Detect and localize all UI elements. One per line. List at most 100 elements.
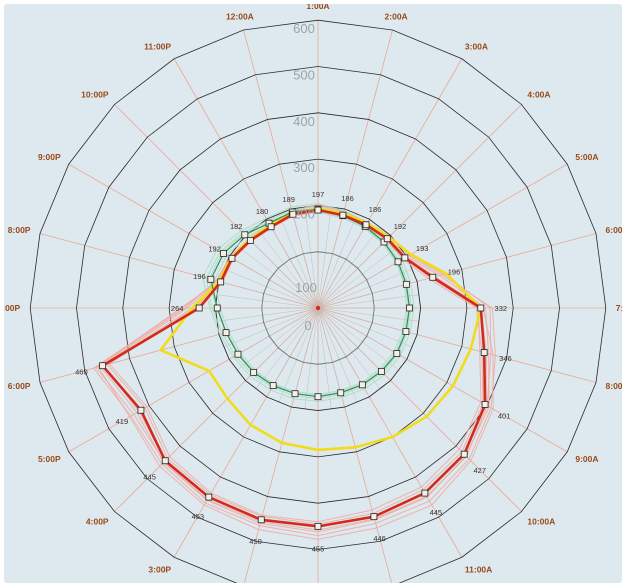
value-label-2: 186 <box>369 205 382 214</box>
center-dot <box>315 305 321 311</box>
inner-spoke-35 <box>216 307 319 322</box>
inner-spoke-13 <box>317 307 420 322</box>
value-label-14: 453 <box>192 512 205 521</box>
ring-label-0: 0 <box>304 318 311 333</box>
marker-green-4 <box>394 258 402 266</box>
inner-spoke-8 <box>317 256 407 309</box>
value-label-16: 419 <box>116 417 129 426</box>
marker-green-21 <box>241 231 249 239</box>
value-label-0: 197 <box>312 190 325 199</box>
inner-spoke-11 <box>317 294 420 309</box>
marker-green-19 <box>207 275 215 283</box>
inner-spoke-7 <box>317 245 400 309</box>
marker-red-19 <box>217 278 225 286</box>
inner-spoke-45 <box>278 213 319 309</box>
ring-label-300: 300 <box>293 160 315 175</box>
marker-green-5 <box>402 280 410 288</box>
inner-spoke-6 <box>317 235 391 309</box>
value-label-10: 445 <box>430 508 443 517</box>
value-label-18: 264 <box>171 304 184 313</box>
value-labels: 197 186 186 192 193 196 332 346 401 427 445 446 455 4… <box>75 190 512 553</box>
inner-spoke-29 <box>255 307 319 390</box>
marker-red-2 <box>362 221 370 229</box>
marker-green-9 <box>377 367 385 375</box>
other-series-line-11 <box>213 211 408 395</box>
hour-label-17: 6:00P <box>8 381 31 391</box>
hour-label-9: 10:00A <box>527 516 555 526</box>
marker-red-21 <box>246 236 254 244</box>
inner-spoke-41 <box>236 245 319 309</box>
marker-red-23 <box>289 210 297 218</box>
hour-label-22: 11:00P <box>144 42 171 52</box>
marker-green-16 <box>234 350 242 358</box>
inner-spoke-38 <box>218 281 319 309</box>
inner-spoke-33 <box>223 307 319 348</box>
inner-spoke-15 <box>317 307 413 348</box>
inner-spoke-40 <box>229 256 319 309</box>
hour-label-5: 6:00A <box>606 225 622 235</box>
hour-label-1: 2:00A <box>385 11 408 21</box>
hour-label-20: 9:00P <box>38 152 61 162</box>
hour-label-16: 5:00P <box>38 454 61 464</box>
marker-red-18 <box>195 304 203 312</box>
inner-spoke-28 <box>266 307 319 397</box>
value-label-21: 182 <box>230 222 243 231</box>
inner-spoke-27 <box>278 307 319 403</box>
value-label-6: 332 <box>495 304 508 313</box>
marker-red-13 <box>257 516 265 524</box>
inner-spoke-5 <box>317 226 381 309</box>
marker-red-14 <box>205 493 213 501</box>
hour-label-21: 10:00P <box>81 90 109 100</box>
marker-green-10 <box>358 381 366 389</box>
marker-red-22 <box>267 223 275 231</box>
marker-red-15 <box>161 457 169 465</box>
value-label-22: 180 <box>256 207 269 216</box>
value-label-5: 196 <box>448 268 461 277</box>
inner-spoke-47 <box>304 206 319 309</box>
value-label-17: 460 <box>75 367 88 376</box>
highlight-series <box>101 207 487 528</box>
value-label-15: 445 <box>143 472 156 481</box>
hour-label-4: 5:00A <box>575 152 598 162</box>
marker-red-10 <box>421 489 429 497</box>
ring-label-400: 400 <box>293 114 315 129</box>
inner-spoke-37 <box>216 294 319 309</box>
series-markers <box>99 205 489 530</box>
marker-red-17 <box>99 362 107 370</box>
marker-green-6 <box>406 304 413 312</box>
value-label-7: 346 <box>499 354 512 363</box>
value-label-19: 196 <box>193 272 206 281</box>
inner-spoke-9 <box>317 268 413 309</box>
marker-red-8 <box>481 401 489 408</box>
marker-red-4 <box>401 254 409 262</box>
ring-400 <box>122 112 514 504</box>
inner-spoke-2 <box>317 208 345 309</box>
hour-label-14: 3:00P <box>148 564 171 574</box>
ring-labels: 0 100 200 300 400 500 600 <box>293 21 317 333</box>
marker-green-13 <box>291 390 299 398</box>
marker-green-14 <box>269 382 277 390</box>
marker-red-0 <box>314 206 322 214</box>
chart-panel: 0 100 200 300 400 500 600 197 186 186 192 193 196 33… <box>4 4 622 583</box>
inner-spoke-31 <box>236 307 319 371</box>
inner-spoke-43 <box>255 226 319 309</box>
inner-spoke-34 <box>218 307 319 335</box>
inner-spoke-3 <box>317 213 358 309</box>
value-label-1: 186 <box>341 194 354 203</box>
inner-spoke-32 <box>229 307 319 360</box>
other-series-line-4 <box>99 206 490 533</box>
marker-red-3 <box>383 235 391 243</box>
hour-label-8: 9:00A <box>575 454 598 464</box>
marker-red-20 <box>228 254 236 262</box>
marker-red-7 <box>480 349 488 356</box>
marker-green-8 <box>393 350 401 357</box>
value-label-12: 455 <box>312 544 325 553</box>
marker-red-6 <box>477 304 485 312</box>
value-label-23: 189 <box>282 195 295 204</box>
marker-green-12 <box>314 393 322 401</box>
marker-green-7 <box>402 328 410 335</box>
value-label-13: 450 <box>249 537 262 546</box>
hour-label-7: 8:00A <box>606 381 622 391</box>
ring-label-500: 500 <box>293 68 315 83</box>
hour-labels: 1:00A 2:00A 3:00A 4:00A 5:00A 6:00A 7:00A 8:00A… <box>4 4 622 574</box>
